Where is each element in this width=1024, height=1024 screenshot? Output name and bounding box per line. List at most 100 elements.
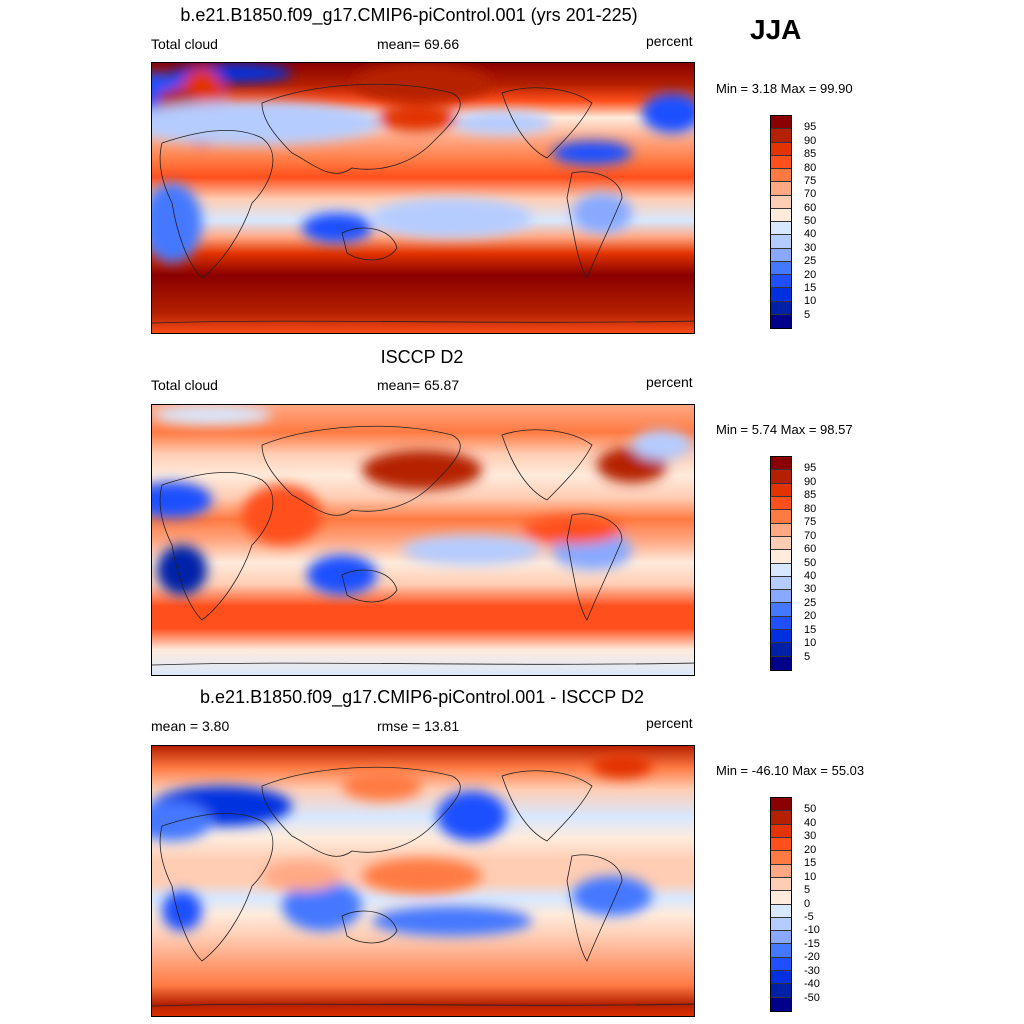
colorbar-tick-label: 85 (804, 148, 817, 161)
panel1-map (151, 62, 695, 334)
cloud-anomaly-region (352, 63, 492, 103)
cloud-anomaly-region (572, 193, 632, 233)
colorbar-tick-label: 90 (804, 475, 817, 488)
colorbar-box (771, 182, 791, 196)
colorbar-box (771, 643, 791, 657)
colorbar-box (771, 590, 791, 604)
colorbar-tick-label: 50 (804, 556, 817, 569)
colorbar-box (771, 142, 791, 156)
colorbar-tick-label: 75 (804, 174, 817, 187)
colorbar-box (771, 957, 791, 972)
cloud-anomaly-region (342, 771, 422, 801)
colorbar-box (771, 261, 791, 275)
colorbar-box (771, 208, 791, 222)
colorbar-tick-label: 15 (804, 857, 817, 870)
colorbar-tick-label: 60 (804, 543, 817, 556)
cloud-anomaly-region (152, 101, 382, 145)
panel1-minmax: Min = 3.18 Max = 99.90 (716, 81, 853, 96)
cloud-anomaly-region (282, 881, 362, 931)
panel2-minmax: Min = 5.74 Max = 98.57 (716, 422, 853, 437)
cloud-anomaly-region (632, 430, 692, 460)
panel2-title: ISCCP D2 (380, 347, 464, 367)
panel3-units: percent (646, 715, 693, 731)
cloud-anomaly-region (452, 111, 552, 135)
colorbar-box (771, 195, 791, 209)
colorbar-tick-label: 20 (804, 268, 817, 281)
colorbar-tick-label: 30 (804, 830, 817, 843)
colorbar-tick-label: -30 (804, 964, 820, 977)
colorbar-box (771, 576, 791, 591)
colorbar-tick-label: 85 (804, 489, 817, 502)
colorbar-tick-label: 5 (804, 884, 811, 897)
panel1-mean: mean= 69.66 (377, 36, 460, 52)
colorbar-tick-label: 20 (804, 610, 817, 623)
cloud-anomaly-region (157, 545, 207, 595)
colorbar-tick-label: 20 (804, 843, 817, 856)
colorbar-box (771, 483, 791, 497)
panel2-units: percent (646, 374, 693, 390)
colorbar-box (771, 616, 791, 631)
panel3-rmse: rmse = 13.81 (377, 718, 460, 734)
colorbar-box (771, 656, 791, 670)
colorbar-tick-label: 75 (804, 516, 817, 529)
cloud-anomaly-region (592, 754, 652, 778)
colorbar-box (771, 877, 791, 892)
colorbar-tick-label: 95 (804, 121, 817, 134)
cloud-anomaly-region (522, 516, 622, 544)
colorbar-box (771, 129, 791, 143)
cloud-anomaly-region (642, 93, 694, 133)
colorbar-box (771, 837, 791, 852)
colorbar-box (771, 235, 791, 249)
cloud-anomaly-region (437, 791, 507, 841)
cloud-anomaly-region (152, 482, 212, 518)
colorbar-tick-label: 60 (804, 201, 817, 214)
colorbar-tick-label: 70 (804, 188, 817, 201)
season-label: JJA (750, 14, 802, 45)
colorbar-tick-label: -50 (804, 991, 820, 1004)
colorbar-box (771, 563, 791, 577)
colorbar-tick-label: 50 (804, 215, 817, 227)
cloud-anomaly-region (262, 861, 342, 891)
colorbar-tick-label: 5 (804, 308, 811, 321)
colorbar-tick-label: 15 (804, 623, 817, 636)
colorbar-box (771, 603, 791, 617)
cloud-anomaly-region (552, 141, 632, 165)
cloud-anomaly-region (302, 213, 372, 243)
colorbar-tick-label: 70 (804, 529, 817, 542)
panel1-variable: Total cloud (151, 36, 218, 52)
colorbar-box (771, 301, 791, 315)
colorbar-tick-label: 0 (804, 897, 811, 910)
colorbar-tick-label: 5 (804, 650, 811, 663)
panel3-map (151, 745, 695, 1017)
colorbar-box (771, 971, 791, 985)
colorbar-box (771, 116, 791, 130)
colorbar-box (771, 798, 791, 812)
cloud-anomaly-region (242, 485, 322, 545)
colorbar-box (771, 944, 791, 958)
colorbar-box (771, 457, 791, 471)
colorbar-box (771, 917, 791, 932)
cloud-anomaly-region (362, 450, 482, 490)
coastlines (152, 425, 694, 666)
colorbar-box (771, 891, 791, 905)
colorbar-tick-label: 40 (804, 816, 817, 829)
colorbar-tick-label: 40 (804, 228, 817, 241)
colorbar-tick-label: -15 (804, 937, 820, 950)
colorbar-tick-label: -40 (804, 978, 820, 991)
coastlines (152, 83, 694, 324)
colorbar-box (771, 496, 791, 511)
cloud-anomaly-region (402, 535, 542, 565)
cloud-anomaly-region (372, 198, 532, 238)
coastlines (152, 766, 694, 1007)
cloud-anomaly-region (372, 906, 532, 936)
colorbar-tick-label: 10 (804, 870, 817, 883)
colorbar-box (771, 470, 791, 484)
colorbar-box (771, 931, 791, 945)
panel1-title: b.e21.B1850.f09_g17.CMIP6-piControl.001 … (180, 5, 638, 25)
colorbar-box (771, 984, 791, 998)
colorbar-tick-label: 80 (804, 161, 817, 174)
panel3-mean: mean = 3.80 (151, 718, 230, 734)
colorbar-tick-label: 25 (804, 255, 817, 268)
colorbar-box (771, 510, 791, 524)
colorbar-box (771, 288, 791, 302)
